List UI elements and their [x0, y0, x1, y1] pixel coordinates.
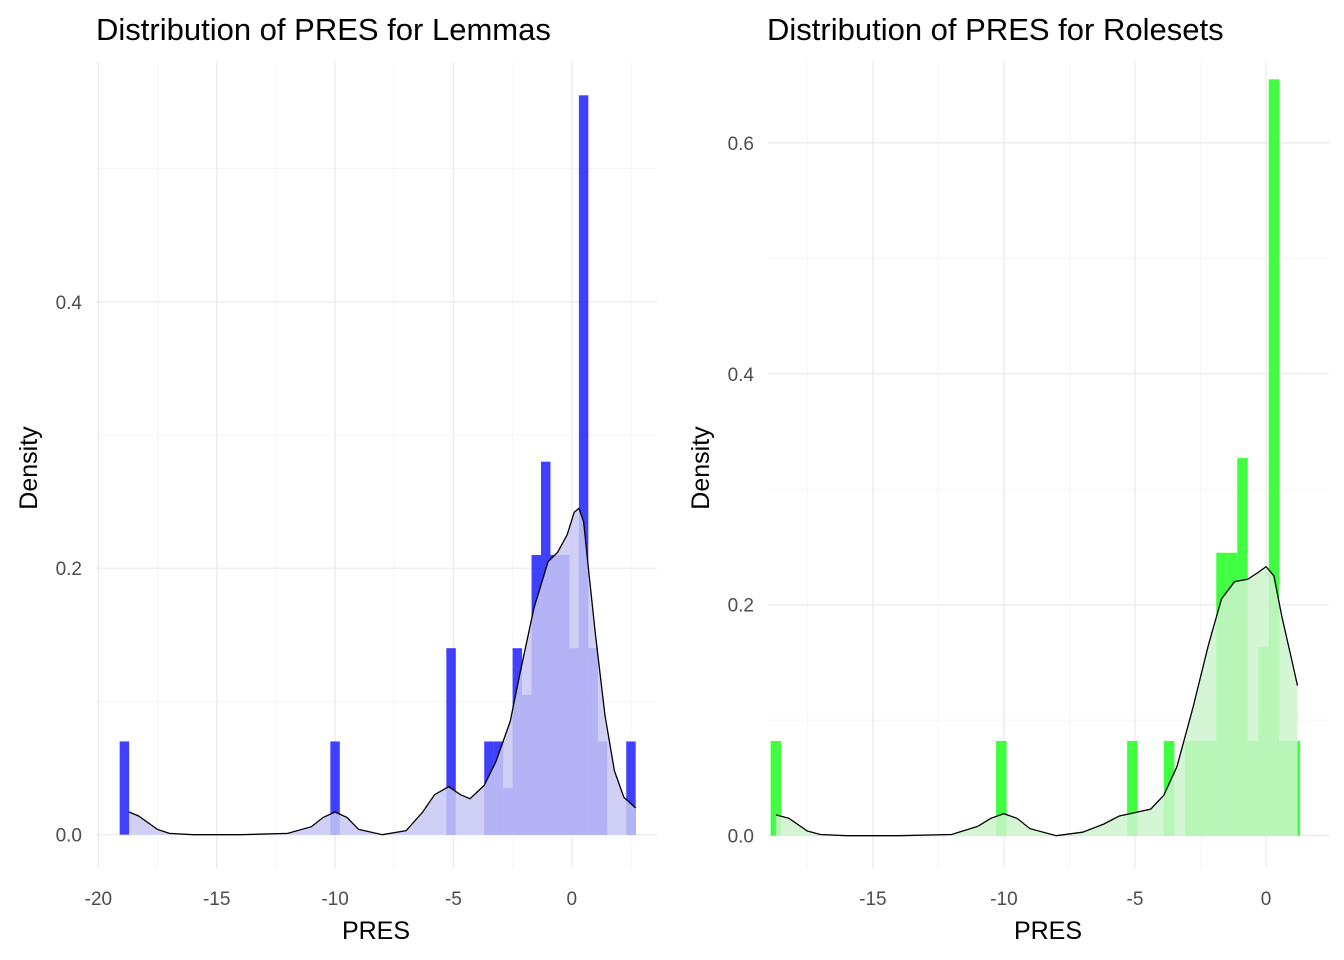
y-tick-label: 0.0: [56, 826, 82, 847]
lemmas-chart-title: Distribution of PRES for Lemmas: [96, 12, 551, 47]
rolesets-chart-title: Distribution of PRES for Rolesets: [767, 12, 1224, 47]
y-tick-label: 0.6: [728, 134, 754, 155]
y-tick-label: 0.4: [56, 293, 83, 314]
density-area: [775, 566, 1298, 836]
x-tick-label: -20: [85, 889, 112, 910]
histogram-bar: [1268, 79, 1280, 836]
rolesets-y-axis-label: Density: [687, 426, 715, 510]
histogram-bar: [626, 741, 636, 835]
histogram-bar: [330, 741, 340, 835]
density-curve: [128, 507, 637, 836]
histogram-bar: [578, 95, 589, 835]
lemmas-y-axis-label: Density: [15, 426, 43, 510]
y-tick-label: 0.2: [728, 596, 754, 617]
x-tick-label: -10: [321, 889, 348, 910]
x-tick-label: 0: [566, 889, 577, 910]
rolesets-y-tick-labels: 0.0 0.2 0.4 0.6: [728, 134, 755, 848]
lemmas-panel: Distribution of PRES for Lemmas -20 -15 -1…: [15, 12, 657, 945]
y-tick-label: 0.0: [728, 827, 754, 848]
rolesets-x-tick-labels: -15 -10 -5 0: [859, 889, 1271, 910]
y-tick-label: 0.4: [728, 365, 755, 386]
lemmas-y-tick-labels: 0.0 0.2 0.4: [56, 293, 83, 847]
x-tick-label: -5: [1127, 889, 1144, 910]
histogram-bar: [1127, 740, 1138, 836]
x-tick-label: -5: [445, 889, 462, 910]
x-tick-label: -10: [990, 889, 1017, 910]
x-tick-label: 0: [1261, 889, 1272, 910]
y-tick-label: 0.2: [56, 559, 82, 580]
lemmas-x-axis-label: PRES: [342, 917, 410, 945]
lemmas-x-tick-labels: -20 -15 -10 -5 0: [85, 889, 577, 910]
histogram-bar: [446, 648, 456, 835]
histogram-bar: [770, 740, 782, 836]
histogram-bar: [996, 740, 1007, 836]
x-tick-label: -15: [203, 889, 230, 910]
histogram-bar: [119, 741, 130, 835]
rolesets-panel: Distribution of PRES for Rolesets -15 -10…: [687, 12, 1329, 945]
rolesets-density: [775, 565, 1299, 837]
density-area: [129, 508, 636, 835]
rolesets-x-axis-label: PRES: [1014, 917, 1082, 945]
lemmas-density: [128, 507, 637, 836]
x-tick-label: -15: [859, 889, 886, 910]
density-curve: [775, 565, 1299, 837]
